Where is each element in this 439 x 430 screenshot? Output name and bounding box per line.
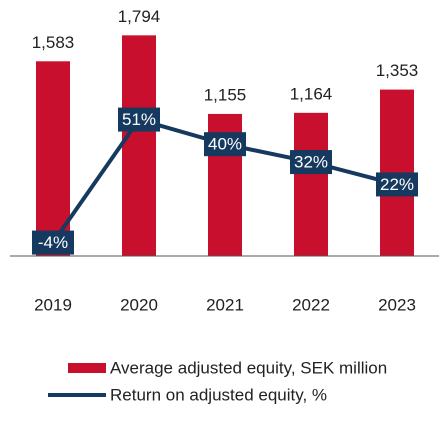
x-tick-label: 2020 <box>120 295 158 314</box>
x-tick-label: 2021 <box>206 295 244 314</box>
line-label-box <box>204 132 246 157</box>
legend-label: Average adjusted equity, SEK million <box>110 358 387 377</box>
line-value-label: 32% <box>294 153 328 172</box>
line-label-box <box>32 230 74 255</box>
bar-value-label: 1,155 <box>204 85 247 104</box>
bar-value-label: 1,583 <box>32 33 75 52</box>
line-label-box <box>376 172 418 197</box>
line-label-box <box>118 107 160 132</box>
legend-swatch <box>68 363 106 373</box>
x-tick-label: 2023 <box>378 295 416 314</box>
bar <box>294 112 328 256</box>
line-value-label: 51% <box>122 110 156 129</box>
bar-value-label: 1,164 <box>290 84 333 103</box>
bar-value-label: 1,353 <box>376 61 419 80</box>
bar <box>122 35 156 257</box>
line-label-box <box>290 150 332 175</box>
x-tick-label: 2019 <box>34 295 72 314</box>
line-value-label: -4% <box>38 233 68 252</box>
legend-label: Return on adjusted equity, % <box>110 385 327 404</box>
line-value-label: 22% <box>380 175 414 194</box>
line-value-label: 40% <box>208 135 242 154</box>
bar-value-label: 1,794 <box>118 7 161 26</box>
x-tick-label: 2022 <box>292 295 330 314</box>
